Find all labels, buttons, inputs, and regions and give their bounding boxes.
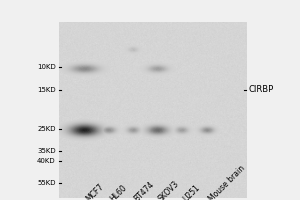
Text: Mouse brain: Mouse brain [207,164,246,200]
Text: SKOV3: SKOV3 [157,179,181,200]
Text: 15KD: 15KD [37,87,56,93]
Text: 40KD: 40KD [37,158,56,164]
Text: U251: U251 [181,183,202,200]
Text: 35KD: 35KD [37,148,56,154]
Text: CIRBP: CIRBP [249,85,274,94]
Text: HL60: HL60 [108,183,128,200]
Text: 10KD: 10KD [37,64,56,70]
Text: 25KD: 25KD [37,126,56,132]
Text: BT474: BT474 [133,180,156,200]
Text: MCF7: MCF7 [84,182,105,200]
Text: 55KD: 55KD [37,180,56,186]
